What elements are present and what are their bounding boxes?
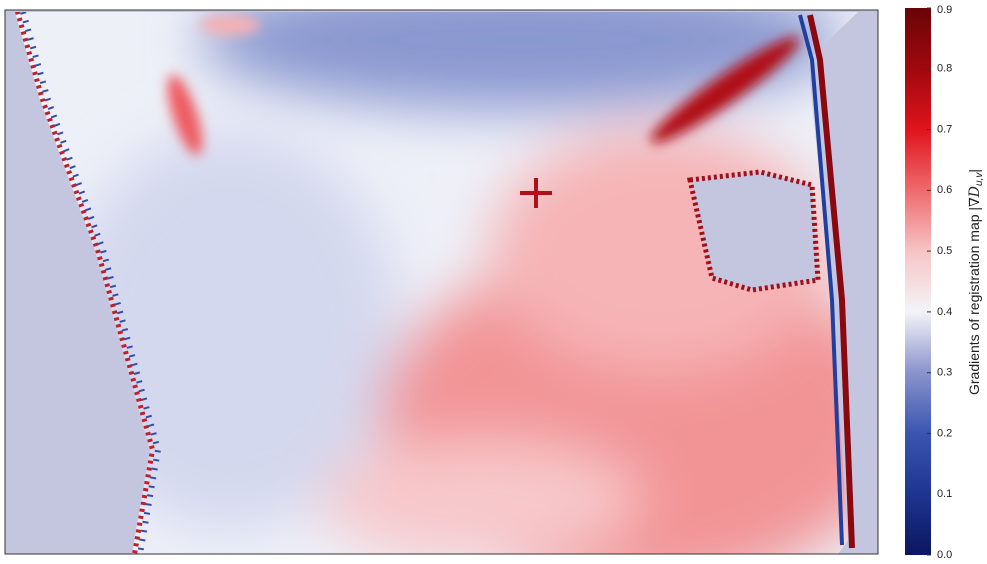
chart: Gradients of registration map |∇Du,v| 0.…	[0, 0, 987, 564]
colorbar-tick-label: 0.0	[937, 549, 952, 561]
colorbar-tick-label: 0.3	[937, 367, 952, 379]
colorbar-label: Gradients of registration map |∇Du,v|	[966, 169, 985, 395]
colorbar-tick-label: 0.9	[937, 4, 952, 16]
colorbar-tick-label: 0.8	[937, 63, 952, 75]
colorbar	[905, 8, 931, 555]
colorbar-tick-label: 0.6	[937, 184, 952, 196]
colorbar-tick-label: 0.4	[937, 306, 952, 318]
heatmap	[5, 0, 900, 564]
colorbar-tick-label: 0.5	[937, 245, 952, 257]
colorbar-tick-label: 0.2	[937, 427, 952, 439]
colorbar-tick-label: 0.7	[937, 123, 952, 135]
colorbar-tick-label: 0.1	[937, 488, 952, 500]
